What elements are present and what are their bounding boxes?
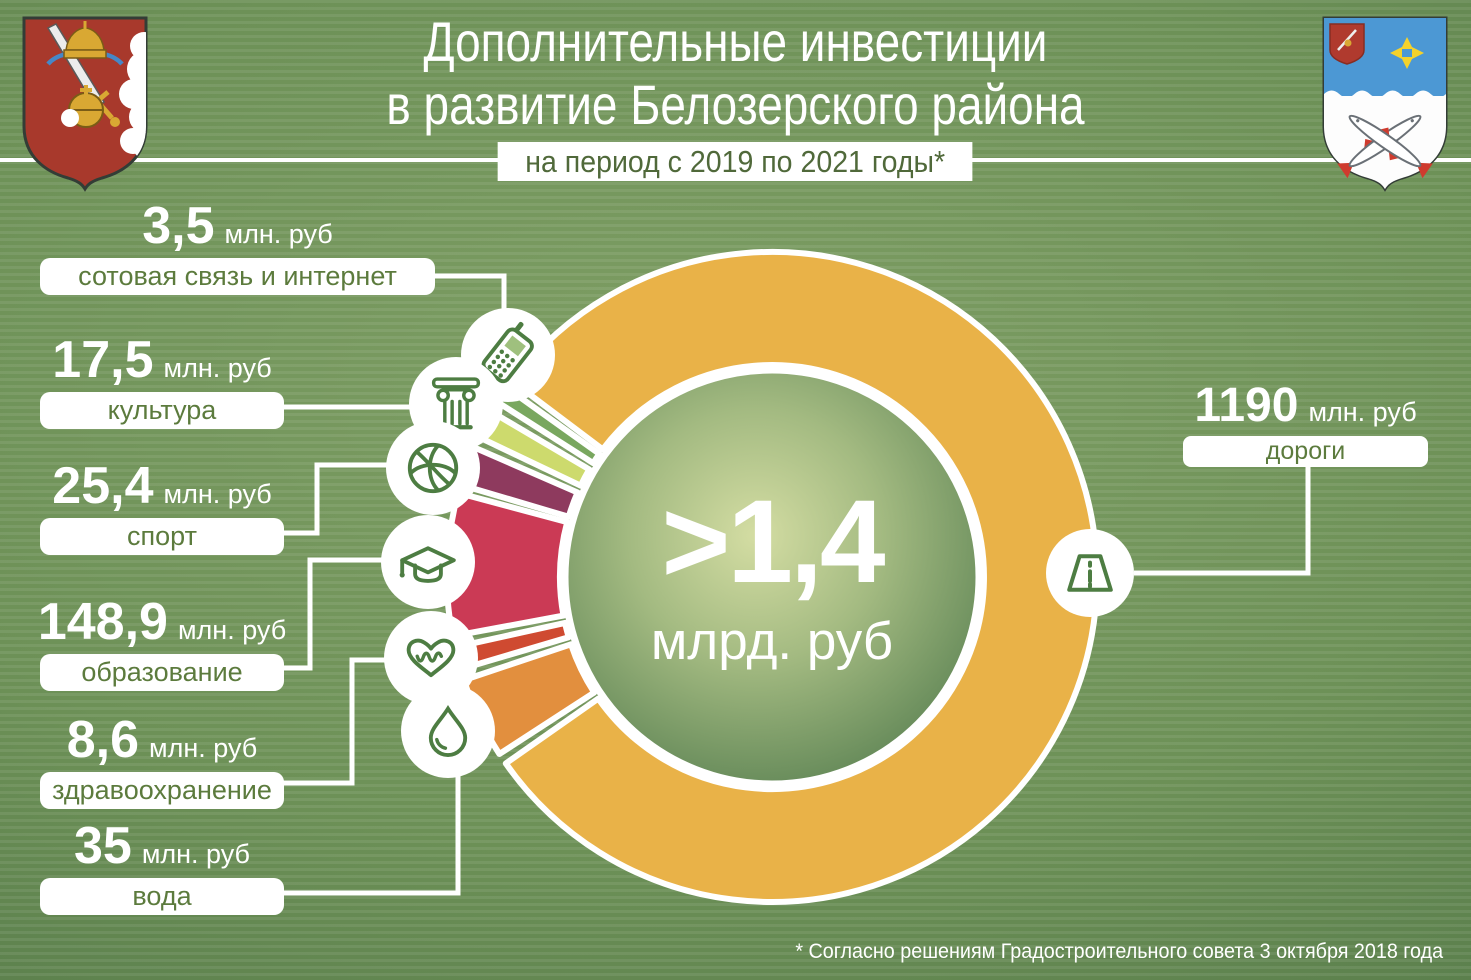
basketball-icon bbox=[407, 442, 459, 494]
donut-total: >1,4 млрд. руб bbox=[552, 483, 992, 672]
unit-cell-internet: млн. руб bbox=[224, 219, 333, 249]
category-box-education: образование bbox=[40, 654, 284, 691]
category-box-health: здравоохранение bbox=[40, 772, 284, 809]
crossed-fish bbox=[1337, 114, 1433, 179]
subtitle-badge: на период с 2019 по 2021 годы* bbox=[497, 142, 974, 181]
crown bbox=[46, 21, 124, 66]
category-box-sport: спорт bbox=[40, 518, 284, 555]
footnote: * Согласно решениям Градостроительного с… bbox=[795, 940, 1443, 963]
title-line-2: в развитие Белозерского района bbox=[386, 73, 1085, 136]
value-education: 148,9 bbox=[37, 593, 168, 651]
icon-circle-education bbox=[381, 515, 475, 609]
donut-segments bbox=[443, 248, 1100, 905]
connector-water bbox=[282, 772, 461, 896]
road-icon bbox=[1067, 554, 1113, 592]
category-box-roads: дороги bbox=[1183, 436, 1428, 467]
category-box-culture: культура bbox=[40, 392, 284, 429]
value-cell-internet: 3,5 bbox=[142, 197, 215, 255]
callout-roads: 1190 млн. руб дороги bbox=[1183, 382, 1428, 467]
callout-health: 8,6 млн. руб здравоохранение bbox=[40, 714, 284, 809]
donut-segment-roads bbox=[502, 248, 1100, 905]
icon-circle-sport bbox=[386, 421, 480, 515]
graduation-cap-icon bbox=[399, 546, 456, 583]
category-box-cell-internet: сотовая связь и интернет bbox=[40, 258, 435, 295]
connector-education bbox=[280, 557, 386, 671]
canton-mini-shield bbox=[1329, 23, 1365, 65]
value-water: 35 bbox=[73, 817, 132, 875]
total-value: >1,4 bbox=[661, 476, 886, 608]
callout-sport: 25,4 млн. руб спорт bbox=[40, 460, 284, 555]
unit-education: млн. руб bbox=[177, 615, 287, 645]
unit-water: млн. руб bbox=[141, 839, 251, 869]
belozersk-coat-of-arms bbox=[1322, 16, 1448, 192]
sword-and-orb bbox=[46, 23, 120, 128]
value-roads: 1190 bbox=[1194, 379, 1299, 432]
cross-pattee bbox=[1390, 37, 1424, 69]
value-health: 8,6 bbox=[66, 711, 140, 769]
connector-sport bbox=[280, 462, 392, 536]
icon-circle-water bbox=[401, 684, 495, 778]
unit-health: млн. руб bbox=[149, 733, 258, 763]
connector-roads bbox=[1134, 464, 1311, 576]
title-line-1: Дополнительные инвестиции bbox=[423, 10, 1048, 73]
page-title: Дополнительные инвестиции в развитие Бел… bbox=[0, 10, 1471, 136]
callout-connectors bbox=[280, 273, 1311, 896]
unit-sport: млн. руб bbox=[163, 479, 272, 509]
value-culture: 17,5 bbox=[52, 331, 154, 389]
total-unit: млрд. руб bbox=[650, 612, 894, 671]
callout-culture: 17,5 млн. руб культура bbox=[40, 334, 284, 429]
water-drop-icon bbox=[428, 704, 468, 758]
connector-health bbox=[280, 657, 390, 786]
vologda-coat-of-arms bbox=[22, 16, 148, 192]
connector-cell-internet bbox=[426, 273, 507, 316]
heart-pulse-icon bbox=[406, 638, 456, 678]
icon-circle-roads bbox=[1046, 529, 1134, 617]
category-box-water: вода bbox=[40, 878, 284, 915]
callout-water: 35 млн. руб вода bbox=[40, 820, 284, 915]
callout-education: 148,9 млн. руб образование bbox=[37, 593, 287, 691]
callout-cell-internet: 3,5 млн. руб сотовая связь и интернет bbox=[40, 200, 435, 295]
donut-center-circle bbox=[561, 366, 983, 788]
unit-roads: млн. руб bbox=[1308, 397, 1417, 427]
value-sport: 25,4 bbox=[52, 457, 154, 515]
unit-culture: млн. руб bbox=[163, 353, 272, 383]
